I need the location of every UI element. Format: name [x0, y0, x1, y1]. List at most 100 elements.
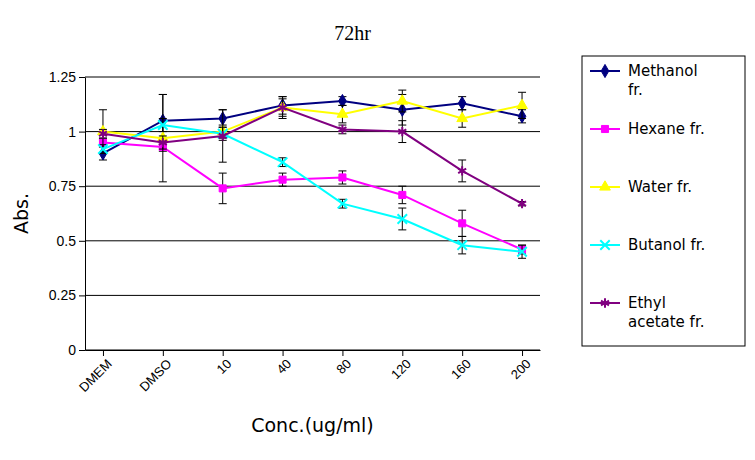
point	[338, 199, 347, 208]
legend-marker	[601, 298, 609, 307]
y-axis-line	[85, 78, 86, 351]
legend-item: Butanol fr.	[590, 236, 705, 254]
x-tick-label: DMEM	[76, 356, 115, 395]
y-tick-mark	[79, 186, 85, 187]
legend-item: Water fr.	[590, 178, 692, 196]
error-bar	[458, 236, 466, 253]
error-bar	[518, 245, 526, 258]
point	[458, 97, 466, 110]
error-bar	[219, 173, 227, 204]
x-tick: 200	[508, 350, 534, 382]
y-tick-mark	[79, 295, 85, 296]
error-bar	[279, 173, 287, 186]
error-bar-line	[398, 208, 406, 230]
grid-line	[85, 295, 540, 296]
x-tick-mark	[283, 350, 284, 356]
error-bar-line	[458, 210, 466, 236]
point	[158, 120, 167, 129]
y-axis-title: Abs.	[10, 193, 32, 234]
series-line	[103, 125, 522, 252]
point	[219, 185, 226, 192]
legend-label: Water fr.	[628, 178, 692, 196]
x-tick: DMSO	[136, 350, 174, 394]
error-bar	[338, 199, 346, 208]
error-bar	[279, 158, 287, 167]
error-bar	[458, 210, 466, 236]
error-bar	[159, 136, 167, 149]
x-tick-label: DMSO	[136, 356, 174, 394]
y-tick: 0.75	[49, 178, 85, 194]
y-tick-label: 0.75	[49, 178, 76, 194]
y-tick-label: 0.5	[57, 233, 77, 249]
legend-item: Hexane fr.	[590, 120, 705, 138]
legend-label: Hexane fr.	[628, 120, 705, 138]
legend-marker	[600, 181, 611, 190]
error-bar-line	[398, 186, 406, 203]
x-tick-mark	[342, 350, 343, 356]
point	[398, 127, 406, 136]
y-tick-label: 0.25	[49, 287, 76, 303]
x-tick-label: 200	[508, 356, 534, 382]
point	[397, 95, 408, 104]
error-bar	[279, 97, 287, 119]
error-bar-line	[518, 245, 526, 258]
legend-label: Butanol fr.	[628, 236, 705, 254]
point	[518, 199, 526, 208]
error-bar-line	[458, 160, 466, 182]
grid	[85, 77, 540, 350]
legend: Methanolfr. Hexane fr. Water fr. Butanol fr…	[582, 56, 745, 346]
y-tick: 1.25	[49, 69, 85, 85]
x-axis-title: Conc.(ug/ml)	[251, 414, 374, 436]
series-line	[103, 101, 522, 138]
series	[99, 97, 526, 209]
point	[337, 108, 348, 117]
x-tick: DMEM	[76, 350, 115, 395]
error-bar-line	[338, 171, 346, 184]
y-axis: 0 0.25 0.5 0.75 1 1.25	[49, 69, 86, 358]
point	[279, 103, 287, 112]
y-tick-label: 1.25	[49, 69, 76, 85]
error-bar-line	[159, 136, 167, 149]
legend-box	[582, 56, 745, 346]
grid-line	[85, 240, 540, 241]
y-tick-mark	[79, 350, 85, 351]
series	[98, 118, 527, 258]
x-tick-label: 80	[333, 356, 354, 377]
y-tick-mark	[79, 241, 85, 242]
y-tick: 0	[68, 342, 85, 358]
grid-line	[85, 77, 540, 78]
point	[399, 191, 406, 198]
error-bar-line	[279, 158, 287, 167]
legend-label: Methanolfr.	[628, 62, 698, 99]
legend-marker	[600, 240, 609, 249]
y-tick-mark	[79, 132, 85, 133]
point	[459, 220, 466, 227]
title: 72hr	[334, 22, 371, 44]
series-line	[103, 101, 522, 153]
error-bar-line	[398, 121, 406, 143]
point	[517, 99, 528, 108]
y-tick: 1	[68, 124, 85, 140]
x-tick: 120	[388, 350, 414, 382]
x-tick-mark	[402, 350, 403, 356]
y-tick-label: 1	[68, 124, 76, 140]
error-bar	[159, 118, 167, 131]
point	[457, 240, 466, 249]
x-axis: DMEMDMSO104080120160200	[76, 350, 540, 395]
point	[458, 166, 466, 175]
y-tick-label: 0	[68, 342, 76, 358]
error-bar	[99, 129, 107, 138]
x-tick-mark	[163, 350, 164, 356]
x-tick-mark	[462, 350, 463, 356]
error-bar-line	[219, 110, 227, 162]
x-tick-mark	[223, 350, 224, 356]
x-tick: 80	[333, 350, 354, 377]
point	[398, 214, 407, 223]
error-bar	[99, 110, 107, 154]
plot-area: 00.250.50.7511.25DMEMDMSO104080120160200	[49, 69, 541, 395]
error-bar	[398, 186, 406, 203]
point	[159, 138, 167, 147]
x-tick: 10	[214, 350, 235, 377]
point	[99, 129, 107, 138]
chart: 00.250.50.7511.25DMEMDMSO104080120160200…	[0, 0, 755, 460]
